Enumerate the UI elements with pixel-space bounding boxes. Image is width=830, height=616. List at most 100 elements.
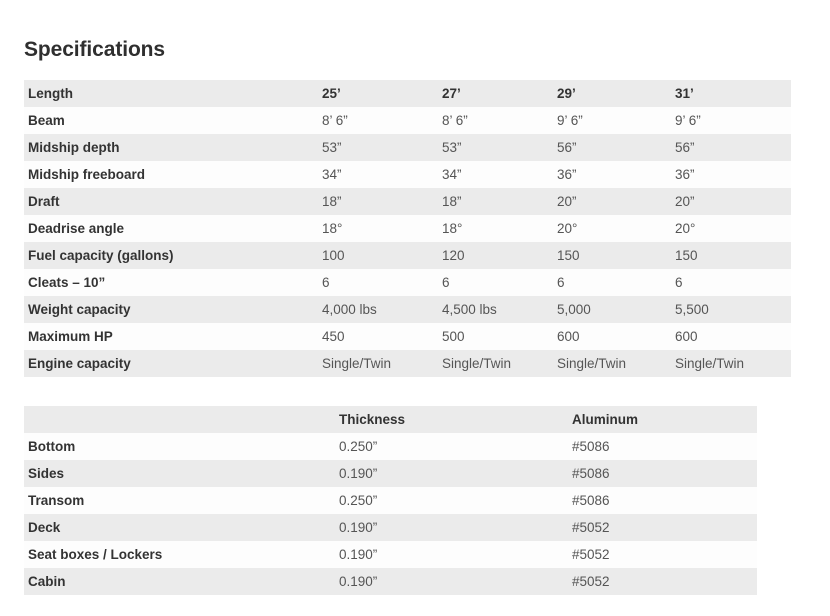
cell-value: 53” bbox=[438, 134, 553, 161]
cell-value: 4,000 lbs bbox=[318, 296, 438, 323]
column-header-29: 29’ bbox=[553, 80, 671, 107]
cell-value: 4,500 lbs bbox=[438, 296, 553, 323]
cell-value: 120 bbox=[438, 242, 553, 269]
table-row: Draft 18” 18” 20” 20” bbox=[24, 188, 791, 215]
cell-value: 18” bbox=[318, 188, 438, 215]
table-row: Maximum HP 450 500 600 600 bbox=[24, 323, 791, 350]
cell-value: 34” bbox=[438, 161, 553, 188]
row-label: Draft bbox=[24, 188, 318, 215]
table-row: Deck 0.190” #5052 bbox=[24, 514, 757, 541]
row-label: Midship freeboard bbox=[24, 161, 318, 188]
cell-value: 600 bbox=[671, 323, 791, 350]
cell-value: 20° bbox=[553, 215, 671, 242]
cell-aluminum: #5086 bbox=[568, 433, 757, 460]
table-row: Cabin 0.190” #5052 bbox=[24, 568, 757, 595]
cell-value: 5,000 bbox=[553, 296, 671, 323]
row-label: Fuel capacity (gallons) bbox=[24, 242, 318, 269]
table-header-row: Thickness Aluminum bbox=[24, 406, 757, 433]
cell-value: 5,500 bbox=[671, 296, 791, 323]
cell-value: 36” bbox=[553, 161, 671, 188]
table-row: Beam 8’ 6” 8’ 6” 9’ 6” 9’ 6” bbox=[24, 107, 791, 134]
specifications-table: Length 25’ 27’ 29’ 31’ Beam 8’ 6” 8’ 6” … bbox=[24, 80, 791, 377]
row-label: Maximum HP bbox=[24, 323, 318, 350]
cell-value: 20” bbox=[553, 188, 671, 215]
cell-aluminum: #5052 bbox=[568, 568, 757, 595]
table-row: Engine capacity Single/Twin Single/Twin … bbox=[24, 350, 791, 377]
cell-aluminum: #5086 bbox=[568, 487, 757, 514]
cell-value: 6 bbox=[318, 269, 438, 296]
column-header-31: 31’ bbox=[671, 80, 791, 107]
row-label: Beam bbox=[24, 107, 318, 134]
table-row: Transom 0.250” #5086 bbox=[24, 487, 757, 514]
cell-value: 9’ 6” bbox=[671, 107, 791, 134]
table-row: Bottom 0.250” #5086 bbox=[24, 433, 757, 460]
cell-aluminum: #5086 bbox=[568, 460, 757, 487]
materials-header-blank bbox=[24, 406, 335, 433]
table-row: Fuel capacity (gallons) 100 120 150 150 bbox=[24, 242, 791, 269]
column-header-thickness: Thickness bbox=[335, 406, 568, 433]
row-label: Bottom bbox=[24, 433, 335, 460]
cell-value: Single/Twin bbox=[553, 350, 671, 377]
cell-value: 18° bbox=[438, 215, 553, 242]
cell-value: 56” bbox=[553, 134, 671, 161]
cell-thickness: 0.250” bbox=[335, 433, 568, 460]
column-header-aluminum: Aluminum bbox=[568, 406, 757, 433]
cell-value: 8’ 6” bbox=[318, 107, 438, 134]
cell-thickness: 0.250” bbox=[335, 487, 568, 514]
materials-table-body: Thickness Aluminum Bottom 0.250” #5086 S… bbox=[24, 406, 757, 595]
cell-value: 8’ 6” bbox=[438, 107, 553, 134]
cell-thickness: 0.190” bbox=[335, 568, 568, 595]
cell-value: 18° bbox=[318, 215, 438, 242]
table-row: Deadrise angle 18° 18° 20° 20° bbox=[24, 215, 791, 242]
row-label: Transom bbox=[24, 487, 335, 514]
cell-value: Single/Twin bbox=[318, 350, 438, 377]
cell-thickness: 0.190” bbox=[335, 514, 568, 541]
column-header-27: 27’ bbox=[438, 80, 553, 107]
cell-value: 6 bbox=[438, 269, 553, 296]
specifications-table-body: Length 25’ 27’ 29’ 31’ Beam 8’ 6” 8’ 6” … bbox=[24, 80, 791, 377]
cell-value: 18” bbox=[438, 188, 553, 215]
table-row: Sides 0.190” #5086 bbox=[24, 460, 757, 487]
table-row: Midship depth 53” 53” 56” 56” bbox=[24, 134, 791, 161]
table-row: Length 25’ 27’ 29’ 31’ bbox=[24, 80, 791, 107]
cell-thickness: 0.190” bbox=[335, 541, 568, 568]
cell-value: 9’ 6” bbox=[553, 107, 671, 134]
cell-value: 100 bbox=[318, 242, 438, 269]
cell-value: 36” bbox=[671, 161, 791, 188]
page-title: Specifications bbox=[24, 38, 165, 62]
cell-value: 150 bbox=[553, 242, 671, 269]
cell-value: Single/Twin bbox=[671, 350, 791, 377]
row-label: Cleats – 10” bbox=[24, 269, 318, 296]
row-label: Midship depth bbox=[24, 134, 318, 161]
cell-value: 450 bbox=[318, 323, 438, 350]
cell-aluminum: #5052 bbox=[568, 514, 757, 541]
cell-value: 34” bbox=[318, 161, 438, 188]
cell-aluminum: #5052 bbox=[568, 541, 757, 568]
row-label: Deadrise angle bbox=[24, 215, 318, 242]
cell-value: 150 bbox=[671, 242, 791, 269]
table-row: Weight capacity 4,000 lbs 4,500 lbs 5,00… bbox=[24, 296, 791, 323]
cell-value: 600 bbox=[553, 323, 671, 350]
table-row: Cleats – 10” 6 6 6 6 bbox=[24, 269, 791, 296]
row-label: Engine capacity bbox=[24, 350, 318, 377]
cell-value: 20” bbox=[671, 188, 791, 215]
cell-value: Single/Twin bbox=[438, 350, 553, 377]
cell-thickness: 0.190” bbox=[335, 460, 568, 487]
table-row: Midship freeboard 34” 34” 36” 36” bbox=[24, 161, 791, 188]
cell-value: 6 bbox=[671, 269, 791, 296]
row-label: Weight capacity bbox=[24, 296, 318, 323]
column-header-25: 25’ bbox=[318, 80, 438, 107]
cell-value: 500 bbox=[438, 323, 553, 350]
table-row: Seat boxes / Lockers 0.190” #5052 bbox=[24, 541, 757, 568]
cell-value: 6 bbox=[553, 269, 671, 296]
cell-value: 53” bbox=[318, 134, 438, 161]
row-label: Length bbox=[24, 80, 318, 107]
row-label: Sides bbox=[24, 460, 335, 487]
cell-value: 56” bbox=[671, 134, 791, 161]
materials-table: Thickness Aluminum Bottom 0.250” #5086 S… bbox=[24, 406, 757, 595]
cell-value: 20° bbox=[671, 215, 791, 242]
row-label: Seat boxes / Lockers bbox=[24, 541, 335, 568]
row-label: Deck bbox=[24, 514, 335, 541]
row-label: Cabin bbox=[24, 568, 335, 595]
